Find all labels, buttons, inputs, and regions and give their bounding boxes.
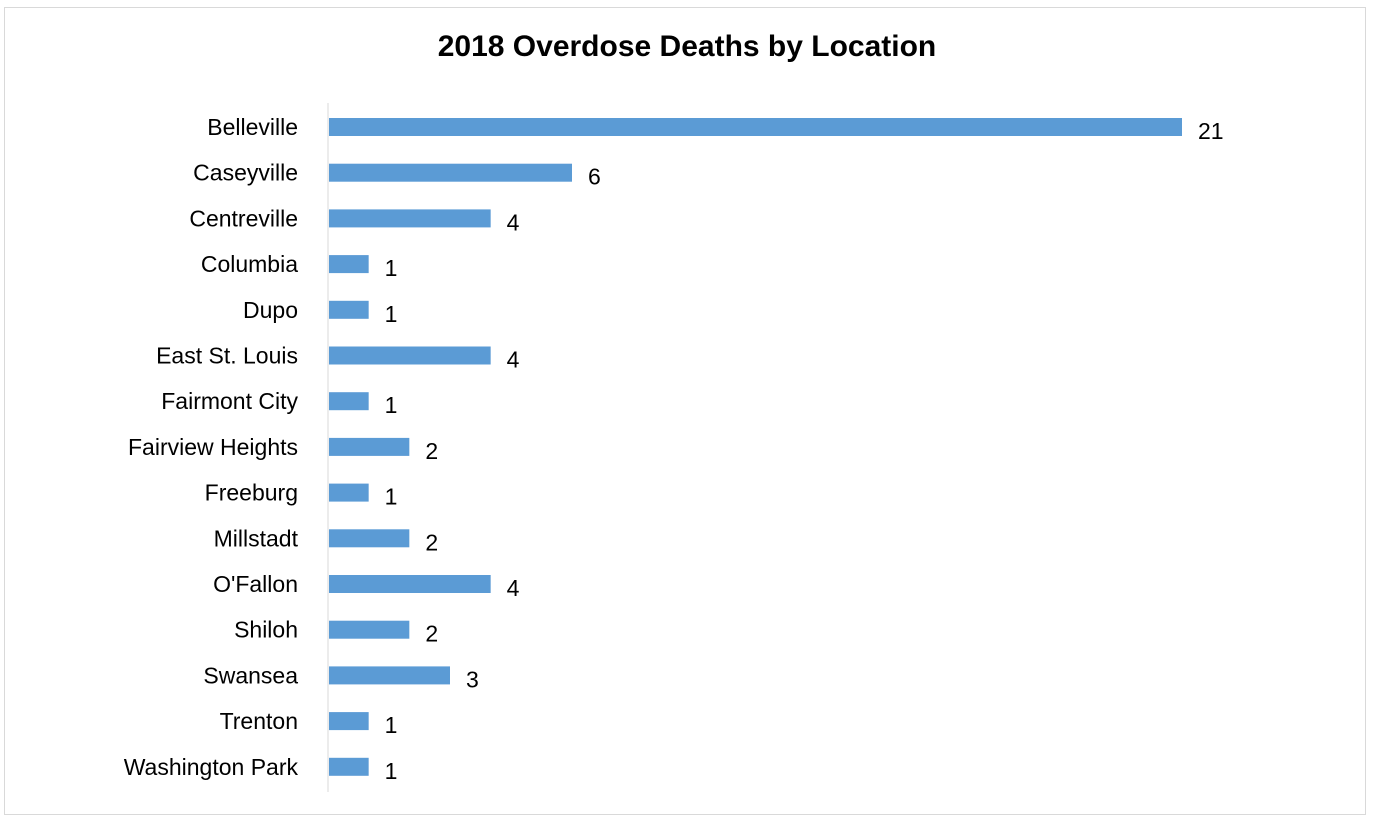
bar [329,712,369,731]
category-label: Columbia [201,251,298,277]
chart-title: 2018 Overdose Deaths by Location [437,30,937,63]
data-label: 21 [1198,118,1224,144]
category-label: Caseyville [193,160,298,186]
bar [329,209,491,228]
bar [329,529,410,548]
category-label: Washington Park [124,754,299,780]
category-label: Millstadt [214,525,299,551]
bar [329,163,572,182]
data-label: 1 [385,758,398,784]
data-label: 1 [385,484,398,510]
data-label: 2 [425,438,438,464]
data-label: 6 [588,164,601,190]
data-label: 1 [385,255,398,281]
bar [329,620,410,639]
bar [329,255,369,274]
category-label: Fairview Heights [128,434,298,460]
bar [329,483,369,502]
bar [329,437,410,456]
bar [329,757,369,776]
category-label: Belleville [207,114,298,140]
data-label: 1 [385,392,398,418]
data-label: 2 [425,621,438,647]
data-label: 1 [385,712,398,738]
category-label: Dupo [243,297,298,323]
bar [329,300,369,319]
data-label: 4 [507,209,520,235]
category-label: Trenton [220,708,298,734]
data-label: 4 [507,347,520,373]
category-label: East St. Louis [156,343,298,369]
data-label: 4 [507,575,520,601]
data-label: 1 [385,301,398,327]
category-label: Shiloh [234,617,298,643]
category-label: Fairmont City [161,388,298,414]
bar [329,346,491,365]
category-label: Freeburg [205,480,298,506]
bar [329,118,1182,136]
category-label: O'Fallon [213,571,298,597]
category-label: Centreville [189,205,298,231]
data-label: 2 [425,529,438,555]
bar [329,392,369,411]
category-label: Swansea [203,662,298,688]
bar [329,575,491,593]
data-label: 3 [466,666,479,692]
bar [329,666,450,685]
chart-frame [4,7,1366,815]
